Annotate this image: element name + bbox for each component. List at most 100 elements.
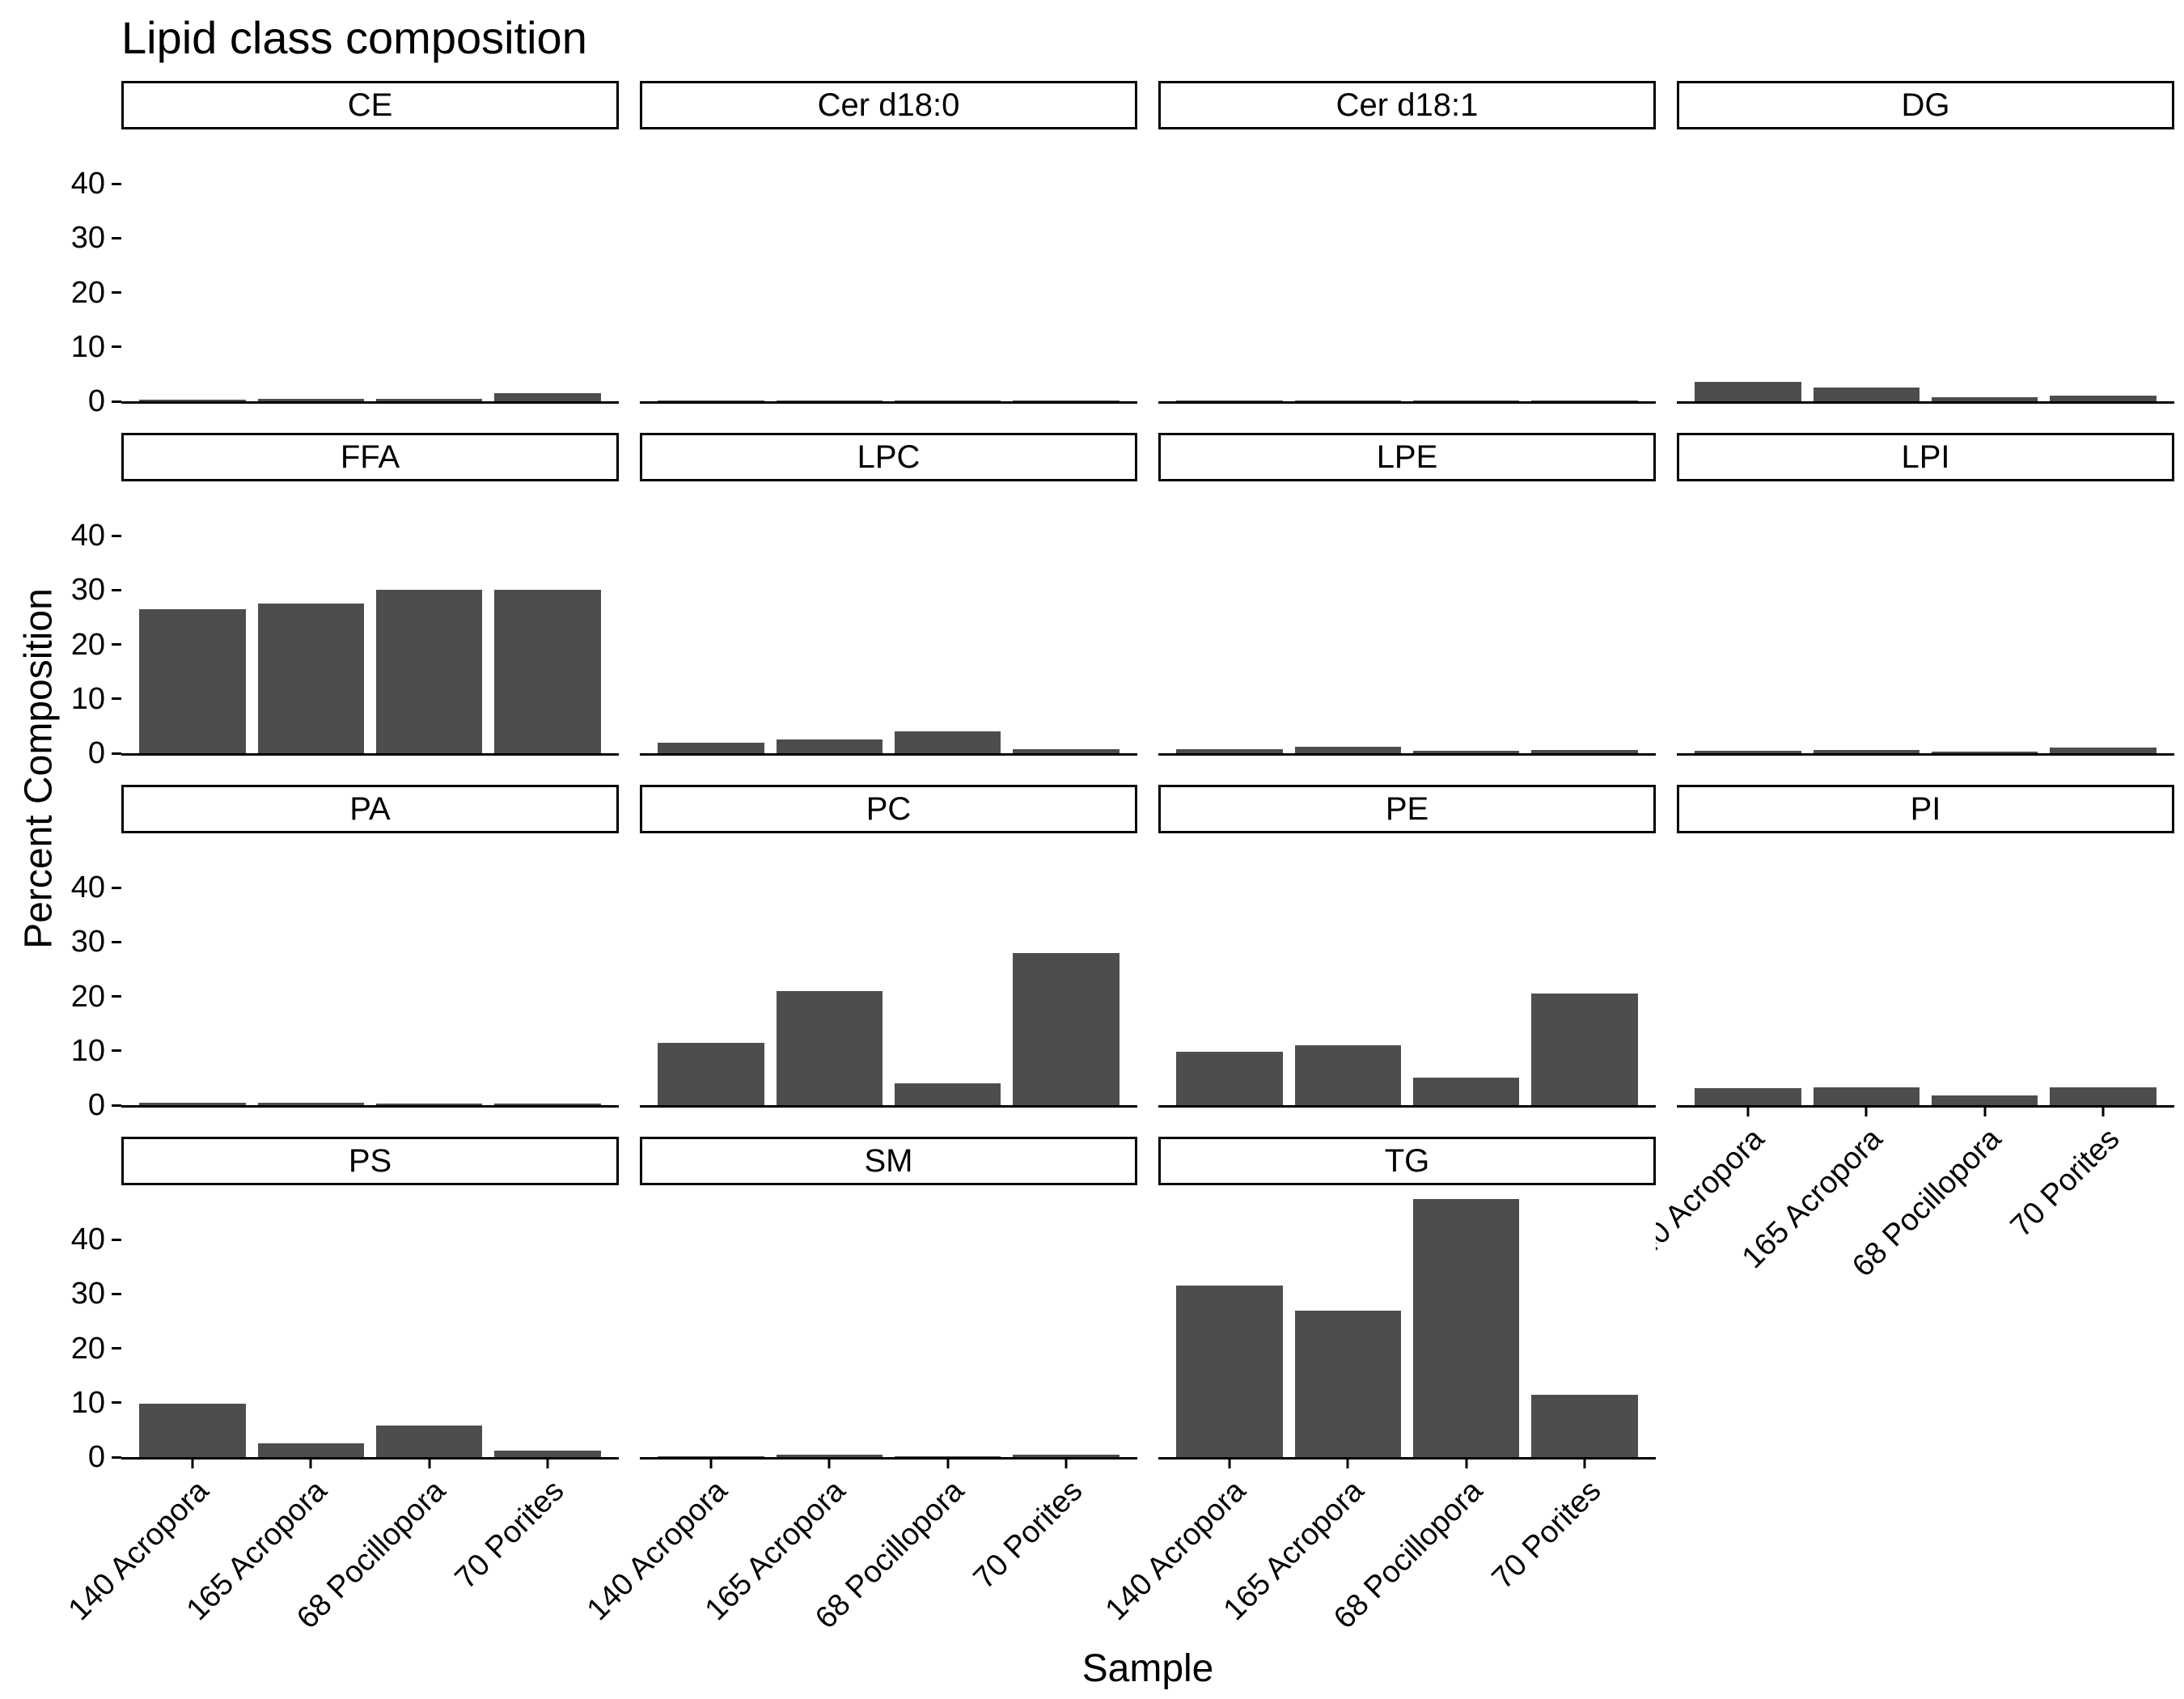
bar <box>494 1450 601 1457</box>
facet-panel: 0 10 20 30 40 <box>71 129 619 417</box>
facet-strip: PC <box>640 785 1137 833</box>
facet-strip-label: FFA <box>340 439 400 475</box>
facet-panel <box>640 129 1137 404</box>
bar <box>1176 400 1283 401</box>
x-tick-mark <box>946 1457 950 1468</box>
bar <box>1531 994 1638 1105</box>
bar <box>1412 1078 1520 1105</box>
bar <box>1931 396 2038 401</box>
y-tick-label: 0 <box>87 1440 105 1474</box>
y-tick-mark <box>112 886 121 889</box>
facet-strip: FFA <box>121 433 619 481</box>
facet-cell: PS 0 10 20 30 40 140 Acropora 165 Acropora 68 Po… <box>62 1137 619 1636</box>
facet-panel: 140 Acropora 165 Acropora 68 Pocillopora 70… <box>581 1185 1137 1636</box>
bar <box>776 990 883 1105</box>
x-axis-title: Sample <box>1081 1647 1214 1690</box>
y-tick-label: 10 <box>70 329 105 364</box>
x-tick-label: 68 Pocillopora <box>808 1473 971 1636</box>
facet-strip: SM <box>640 1137 1137 1185</box>
x-tick-mark <box>1983 1105 1987 1116</box>
y-tick-label: 40 <box>70 871 105 905</box>
x-tick-label: 70 Porites <box>967 1473 1090 1596</box>
y-tick-label: 40 <box>70 167 105 201</box>
y-tick-mark <box>112 940 121 943</box>
facet-panel <box>1158 833 1656 1108</box>
bar <box>776 400 883 401</box>
facet-panel: 0 10 20 30 40 <box>71 833 619 1121</box>
facet-strip-label: LPC <box>857 439 921 475</box>
facet-panel: 0 10 20 30 40 140 Acropora 165 Acropora 68 Poci… <box>62 1185 619 1636</box>
facet-cell: CE 0 10 20 30 40 <box>71 81 619 417</box>
y-tick-mark <box>112 1401 121 1405</box>
x-tick-mark <box>191 1457 194 1468</box>
y-tick-mark <box>112 752 121 755</box>
bar <box>658 1042 764 1105</box>
y-tick-label: 40 <box>70 1222 105 1257</box>
x-tick-label: 68 Pocillopora <box>290 1473 452 1636</box>
y-tick-mark <box>112 400 121 403</box>
facet-cell: PA 0 10 20 30 40 <box>71 785 619 1121</box>
facet-strip: LPE <box>1158 433 1656 481</box>
facet-strip: Cer d18:1 <box>1158 81 1656 129</box>
facet-panel <box>1158 481 1656 756</box>
x-tick-mark <box>309 1457 312 1468</box>
bar <box>1695 382 1801 401</box>
bar <box>1695 751 1801 753</box>
facet-strip: CE <box>121 81 619 129</box>
bar <box>375 399 483 401</box>
bar <box>1013 400 1120 401</box>
bar <box>1412 400 1520 401</box>
x-tick-label: 140 Acropora <box>61 1473 216 1628</box>
facet-panel <box>1677 129 2174 404</box>
facet-cell: Cer d18:0 <box>640 81 1137 404</box>
bar <box>2050 1087 2156 1105</box>
bar <box>1813 749 1920 753</box>
facet-strip-label: PA <box>349 790 391 827</box>
y-tick-label: 20 <box>70 1331 105 1366</box>
facet-strip: Cer d18:0 <box>640 81 1137 129</box>
bar <box>139 399 246 401</box>
facet-grid: CE 0 10 20 30 40 Cer d18:0 Cer d18:1 DG FFA 0 10 20 3… <box>62 81 2174 1636</box>
y-tick-label: 30 <box>70 925 105 960</box>
bar <box>257 398 365 401</box>
bar <box>1531 400 1638 401</box>
facet-cell: LPI <box>1677 433 2174 756</box>
facet-strip-label: LPE <box>1376 439 1438 475</box>
y-tick-mark <box>112 291 121 294</box>
x-tick-label: 68 Pocillopora <box>1845 1121 2008 1284</box>
bar <box>1294 400 1402 401</box>
y-tick-mark <box>112 1292 121 1295</box>
y-tick-label: 20 <box>70 275 105 310</box>
y-tick-label: 0 <box>87 736 105 770</box>
facet-strip: PE <box>1158 785 1656 833</box>
bar <box>257 604 365 753</box>
facet-cell: PC <box>640 785 1137 1108</box>
y-tick-mark <box>112 1238 121 1241</box>
bar <box>139 1404 246 1457</box>
x-tick-labels: 140 Acropora 165 Acropora 68 Pocillopora 70… <box>1099 1474 1656 1661</box>
bar <box>1013 1454 1120 1457</box>
facet-strip: LPC <box>640 433 1137 481</box>
x-tick-mark <box>1064 1457 1068 1468</box>
y-tick-mark <box>112 1455 121 1459</box>
y-tick-mark <box>112 236 121 239</box>
facet-cell: FFA 0 10 20 30 40 <box>71 433 619 769</box>
facet-strip-label: PI <box>1910 790 1941 827</box>
y-tick-label: 30 <box>70 573 105 608</box>
y-tick-label: 0 <box>87 1088 105 1122</box>
bar <box>2050 396 2156 401</box>
x-tick-labels: 140 Acropora 165 Acropora 68 Pocillopora 70… <box>1618 1121 2174 1309</box>
y-tick-mark <box>112 1049 121 1053</box>
x-tick-mark <box>827 1457 831 1468</box>
x-tick-label: 140 Acropora <box>580 1473 734 1628</box>
y-tick-label: 10 <box>70 681 105 716</box>
bar <box>658 1456 764 1457</box>
x-tick-mark <box>1228 1457 1231 1468</box>
x-tick-mark <box>2101 1105 2105 1116</box>
bar <box>1294 746 1402 753</box>
bar <box>375 590 483 753</box>
x-tick-label: 165 Acropora <box>1736 1121 1890 1276</box>
facet-panel <box>640 833 1137 1108</box>
x-tick-label: 70 Porites <box>448 1473 571 1596</box>
x-tick-label: 70 Porites <box>2004 1121 2127 1244</box>
